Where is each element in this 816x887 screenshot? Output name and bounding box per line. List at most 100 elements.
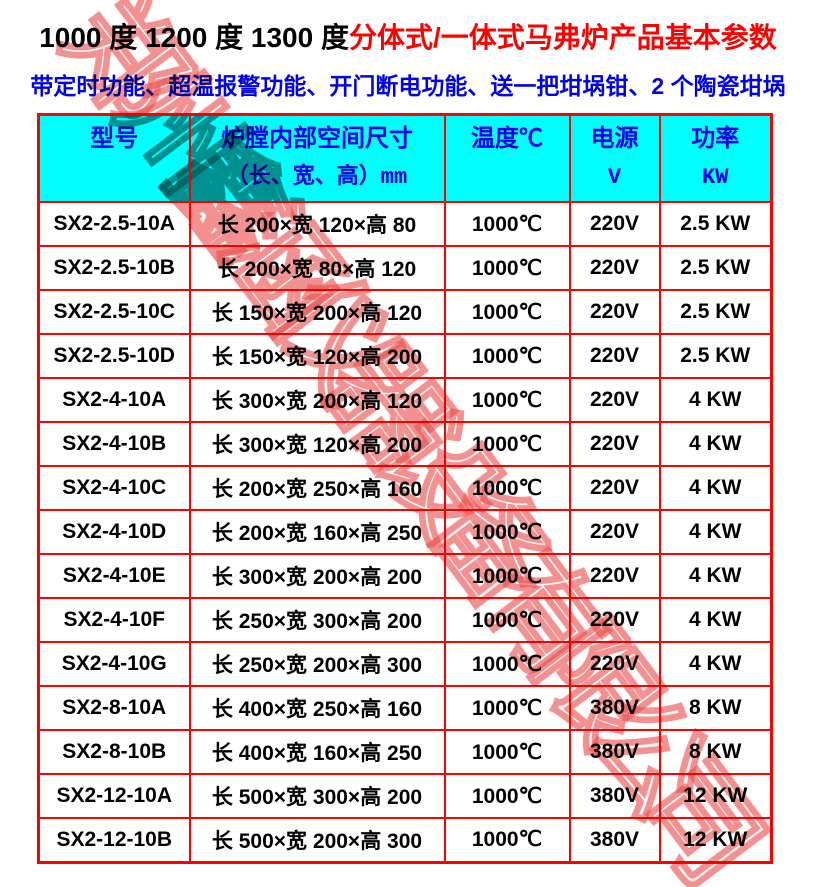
column-header-model-line1: 型号 [90,125,139,152]
cell-voltage: 220V [568,641,661,687]
cell-size: 长 400×宽 160×高 250 [188,729,446,775]
cell-temp: 1000℃ [443,685,571,731]
cell-model: SX2-8-10B [37,729,191,775]
cell-temp: 1000℃ [443,597,571,643]
table-row: SX2-4-10C 长 200×宽 250×高 160 1000℃ 220V 4 KW [37,465,773,511]
column-header-size-line2: （长、宽、高）mm [226,165,408,190]
cell-model: SX2-12-10A [37,773,191,819]
cell-temp: 1000℃ [443,773,571,819]
cell-voltage: 380V [568,817,661,863]
cell-temp: 1000℃ [443,201,571,247]
cell-model: SX2-2.5-10D [37,333,191,379]
table-row: SX2-12-10B 长 500×宽 200×高 300 1000℃ 380V 12 K… [37,817,773,863]
cell-power: 8 KW [658,685,773,731]
cell-power: 2.5 KW [658,201,773,247]
cell-model: SX2-4-10C [37,465,191,511]
column-header-temp-line2 [447,159,568,196]
title-product-name: 分体式/一体式马弗炉产品基本参数 [348,22,777,53]
cell-model: SX2-4-10A [37,377,191,423]
cell-voltage: 380V [568,773,661,819]
cell-temp: 1000℃ [443,333,571,379]
cell-model: SX2-2.5-10B [37,245,191,291]
cell-voltage: 220V [568,597,661,643]
cell-power: 4 KW [658,421,773,467]
cell-power: 4 KW [658,641,773,687]
cell-size: 长 500×宽 300×高 200 [188,773,446,819]
cell-temp: 1000℃ [443,553,571,599]
cell-voltage: 220V [568,421,661,467]
cell-power: 4 KW [658,597,773,643]
table-row: SX2-4-10D 长 200×宽 160×高 250 1000℃ 220V 4 KW [37,509,773,555]
cell-size: 长 250×宽 200×高 300 [188,641,446,687]
cell-size: 长 400×宽 250×高 160 [188,685,446,731]
column-header-temp-line1: 温度℃ [471,125,543,152]
column-header-size-line1: 炉膛内部空间尺寸 [221,125,413,152]
cell-size: 长 200×宽 120×高 80 [188,201,446,247]
cell-temp: 1000℃ [443,729,571,775]
cell-voltage: 380V [568,729,661,775]
cell-model: SX2-4-10F [37,597,191,643]
title-temperature-grades: 1000 度 1200 度 1300 度 [39,22,349,53]
table-row: SX2-8-10A 长 400×宽 250×高 160 1000℃ 380V 8 KW [37,685,773,731]
cell-size: 长 500×宽 200×高 300 [188,817,446,863]
spec-table: 型号 炉膛内部空间尺寸 （长、宽、高）mm 温度℃ 电源 V 功率 KW SX2-2.5-10… [37,113,773,864]
column-header-voltage-line2: V [607,165,622,190]
document-page: 郑州鑫涵仪器设备有限公司 1000 度 1200 度 1300 度分体式/一体式… [30,0,786,887]
cell-model: SX2-4-10E [37,553,191,599]
cell-voltage: 220V [568,465,661,511]
cell-power: 8 KW [658,729,773,775]
spec-table-header: 型号 炉膛内部空间尺寸 （长、宽、高）mm 温度℃ 电源 V 功率 KW [37,113,773,203]
cell-temp: 1000℃ [443,817,571,863]
table-row: SX2-4-10F 长 250×宽 300×高 200 1000℃ 220V 4 KW [37,597,773,643]
cell-power: 12 KW [658,817,773,863]
column-header-power-line2: KW [702,165,729,190]
table-row: SX2-4-10B 长 300×宽 120×高 200 1000℃ 220V 4 KW [37,421,773,467]
column-header-voltage-line1: 电源 [590,125,639,152]
column-header-model: 型号 [37,113,191,203]
header-row: 型号 炉膛内部空间尺寸 （长、宽、高）mm 温度℃ 电源 V 功率 KW [37,113,773,203]
column-header-temp: 温度℃ [443,113,571,203]
cell-voltage: 220V [568,289,661,335]
cell-power: 2.5 KW [658,289,773,335]
cell-model: SX2-2.5-10C [37,289,191,335]
cell-temp: 1000℃ [443,421,571,467]
table-row: SX2-2.5-10D 长 150×宽 120×高 200 1000℃ 220V 2.5… [37,333,773,379]
cell-power: 4 KW [658,377,773,423]
cell-power: 4 KW [658,553,773,599]
cell-size: 长 150×宽 120×高 200 [188,333,446,379]
cell-size: 长 300×宽 200×高 120 [188,377,446,423]
cell-size: 长 200×宽 80×高 120 [188,245,446,291]
cell-model: SX2-4-10D [37,509,191,555]
cell-temp: 1000℃ [443,377,571,423]
table-row: SX2-2.5-10A 长 200×宽 120×高 80 1000℃ 220V 2.5 … [37,201,773,247]
column-header-size: 炉膛内部空间尺寸 （长、宽、高）mm [188,113,446,203]
cell-voltage: 380V [568,685,661,731]
cell-size: 长 300×宽 200×高 200 [188,553,446,599]
cell-temp: 1000℃ [443,245,571,291]
column-header-model-line2 [41,159,188,196]
cell-size: 长 200×宽 250×高 160 [188,465,446,511]
column-header-voltage: 电源 V [568,113,661,203]
cell-voltage: 220V [568,509,661,555]
cell-size: 长 200×宽 160×高 250 [188,509,446,555]
table-row: SX2-2.5-10C 长 150×宽 200×高 120 1000℃ 220V 2.5… [37,289,773,335]
cell-model: SX2-12-10B [37,817,191,863]
cell-size: 长 250×宽 300×高 200 [188,597,446,643]
table-row: SX2-4-10E 长 300×宽 200×高 200 1000℃ 220V 4 KW [37,553,773,599]
cell-model: SX2-8-10A [37,685,191,731]
column-header-power: 功率 KW [658,113,773,203]
cell-power: 2.5 KW [658,245,773,291]
cell-voltage: 220V [568,245,661,291]
table-row: SX2-8-10B 长 400×宽 160×高 250 1000℃ 380V 8 KW [37,729,773,775]
table-row: SX2-4-10A 长 300×宽 200×高 120 1000℃ 220V 4 KW [37,377,773,423]
feature-subtitle: 带定时功能、超温报警功能、开门断电功能、送一把坩埚钳、2 个陶瓷坩埚 [30,73,786,99]
cell-power: 2.5 KW [658,333,773,379]
table-row: SX2-2.5-10B 长 200×宽 80×高 120 1000℃ 220V 2.5 … [37,245,773,291]
cell-voltage: 220V [568,333,661,379]
cell-power: 4 KW [658,509,773,555]
cell-model: SX2-4-10G [37,641,191,687]
cell-size: 长 150×宽 200×高 120 [188,289,446,335]
cell-temp: 1000℃ [443,641,571,687]
cell-size: 长 300×宽 120×高 200 [188,421,446,467]
cell-temp: 1000℃ [443,465,571,511]
